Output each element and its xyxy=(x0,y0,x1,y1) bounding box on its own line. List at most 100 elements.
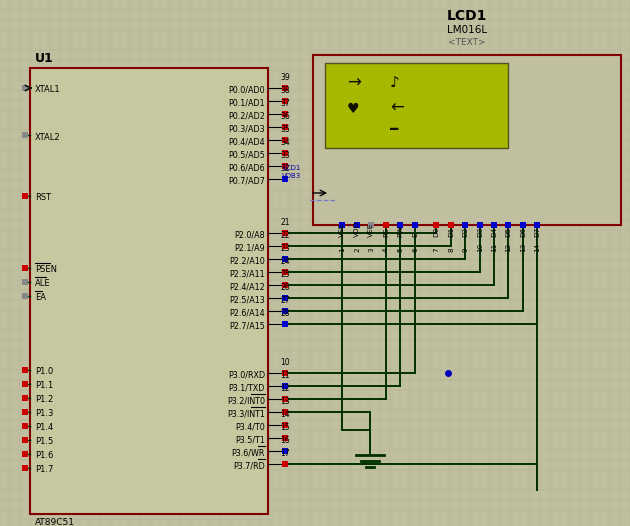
Text: VEE: VEE xyxy=(368,222,374,237)
Text: P1.2: P1.2 xyxy=(35,396,54,404)
Bar xyxy=(282,461,288,467)
Bar xyxy=(282,124,288,130)
Text: 11: 11 xyxy=(491,243,497,252)
Bar xyxy=(313,55,621,225)
Text: D0: D0 xyxy=(433,227,439,237)
Text: <TEXT>: <TEXT> xyxy=(448,38,486,47)
Bar xyxy=(383,222,389,228)
Text: 10: 10 xyxy=(280,358,290,367)
Text: P3.3/INT1: P3.3/INT1 xyxy=(227,410,265,419)
Bar xyxy=(22,451,28,457)
Bar xyxy=(505,222,511,228)
Bar xyxy=(282,98,288,104)
Text: P3.0/RXD: P3.0/RXD xyxy=(228,370,265,379)
Text: P1.7: P1.7 xyxy=(35,466,54,474)
Bar xyxy=(22,193,28,199)
Text: VDB3: VDB3 xyxy=(282,173,301,179)
Text: P2.0/A8: P2.0/A8 xyxy=(234,230,265,239)
Bar xyxy=(412,222,418,228)
Bar xyxy=(282,243,288,249)
Bar xyxy=(397,222,403,228)
Text: 13: 13 xyxy=(280,397,290,406)
Text: D2: D2 xyxy=(462,227,468,237)
Text: 32: 32 xyxy=(280,164,290,173)
Bar xyxy=(282,163,288,169)
Text: 3: 3 xyxy=(368,247,374,252)
Bar xyxy=(22,367,28,373)
Bar xyxy=(282,137,288,143)
Text: P0.0/AD0: P0.0/AD0 xyxy=(228,86,265,95)
Text: RS: RS xyxy=(383,227,389,237)
Text: LCD1: LCD1 xyxy=(447,9,487,23)
Text: P0.2/AD2: P0.2/AD2 xyxy=(228,112,265,120)
Bar xyxy=(282,176,288,182)
Text: 36: 36 xyxy=(280,112,290,121)
Text: P1.5: P1.5 xyxy=(35,438,54,447)
Text: P1.4: P1.4 xyxy=(35,423,54,432)
Bar xyxy=(325,63,508,148)
Text: D1: D1 xyxy=(448,227,454,237)
Text: VSS: VSS xyxy=(339,222,345,237)
Text: P0.5/AD5: P0.5/AD5 xyxy=(228,150,265,159)
Text: 14: 14 xyxy=(280,410,290,419)
Text: P0.7/AD7: P0.7/AD7 xyxy=(228,177,265,186)
Bar xyxy=(22,381,28,387)
Text: P0.4/AD4: P0.4/AD4 xyxy=(228,137,265,147)
Text: 34: 34 xyxy=(280,138,290,147)
Text: D3: D3 xyxy=(477,227,483,237)
Text: P1.6: P1.6 xyxy=(35,451,54,460)
Text: 21: 21 xyxy=(280,218,290,227)
Bar xyxy=(354,222,360,228)
Text: 39: 39 xyxy=(280,73,290,82)
Text: 16: 16 xyxy=(280,436,290,445)
Bar xyxy=(491,222,497,228)
Text: P2.6/A14: P2.6/A14 xyxy=(229,309,265,318)
Text: 11: 11 xyxy=(280,371,290,380)
Text: RW: RW xyxy=(397,225,403,237)
Bar xyxy=(282,282,288,288)
Text: 22: 22 xyxy=(280,231,290,240)
Bar xyxy=(282,435,288,441)
Text: P3.4/T0: P3.4/T0 xyxy=(235,422,265,431)
Text: 1: 1 xyxy=(339,247,345,252)
Text: P1.3: P1.3 xyxy=(35,410,54,419)
Text: 12: 12 xyxy=(280,384,290,393)
Bar xyxy=(282,370,288,376)
Text: P2.7/A15: P2.7/A15 xyxy=(229,321,265,330)
Text: P2.2/A10: P2.2/A10 xyxy=(229,257,265,266)
Text: 38: 38 xyxy=(280,86,290,95)
Text: 25: 25 xyxy=(280,270,290,279)
Text: P0.3/AD3: P0.3/AD3 xyxy=(228,125,265,134)
Bar xyxy=(282,85,288,91)
Bar xyxy=(282,409,288,415)
Text: 12: 12 xyxy=(505,243,511,252)
Bar xyxy=(22,132,28,138)
Text: P1.0: P1.0 xyxy=(35,368,54,377)
Text: 37: 37 xyxy=(280,99,290,108)
Text: P0.1/AD1: P0.1/AD1 xyxy=(228,98,265,107)
Bar xyxy=(282,448,288,454)
Text: 7: 7 xyxy=(433,247,439,252)
Bar xyxy=(282,150,288,156)
Bar xyxy=(448,222,454,228)
Bar xyxy=(22,265,28,271)
Text: P3.1/TXD: P3.1/TXD xyxy=(229,383,265,392)
Text: AT89C51: AT89C51 xyxy=(35,518,75,526)
Bar xyxy=(22,409,28,415)
Text: E: E xyxy=(412,232,418,237)
Text: D5: D5 xyxy=(505,227,511,237)
Text: D6: D6 xyxy=(520,227,526,237)
Text: P3.2/INT0: P3.2/INT0 xyxy=(227,397,265,406)
Text: 10: 10 xyxy=(477,243,483,252)
Bar xyxy=(282,422,288,428)
Text: ♥: ♥ xyxy=(347,102,360,116)
Text: 9: 9 xyxy=(462,247,468,252)
Bar xyxy=(282,256,288,262)
Bar xyxy=(22,395,28,401)
Text: 15: 15 xyxy=(280,423,290,432)
Text: 13: 13 xyxy=(520,243,526,252)
Text: 27: 27 xyxy=(280,296,290,305)
Bar xyxy=(534,222,540,228)
Text: XTAL2: XTAL2 xyxy=(35,133,60,141)
Text: P1.1: P1.1 xyxy=(35,381,54,390)
